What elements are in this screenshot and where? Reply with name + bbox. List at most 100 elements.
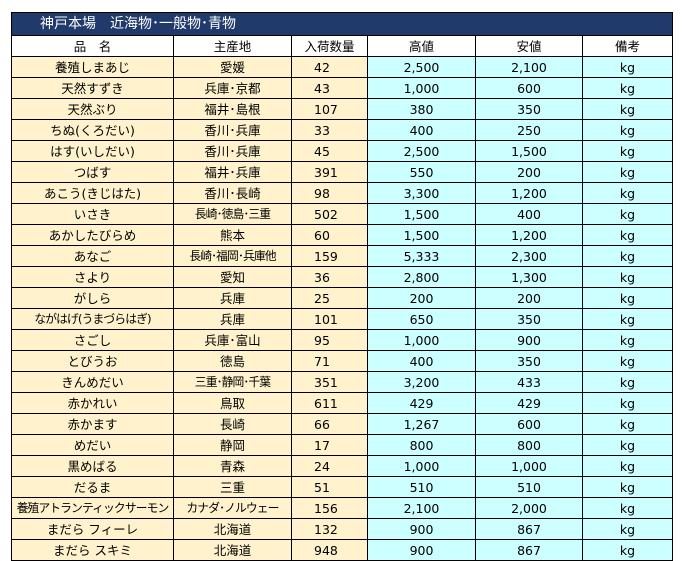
low-price-cell: 350	[475, 98, 583, 120]
origin-cell: 愛媛	[173, 56, 292, 78]
fish-name-cell: まだら フィーレ	[11, 518, 174, 540]
unit-cell: kg	[581, 140, 674, 162]
quantity-cell: 159	[291, 245, 368, 267]
low-price-cell: 400	[475, 203, 583, 225]
unit-cell: kg	[581, 308, 674, 330]
origin-cell: 長崎	[173, 413, 292, 435]
quantity-cell: 948	[291, 539, 368, 561]
unit-cell: kg	[581, 287, 674, 309]
table-row: あなご 長崎･福岡･兵庫他 159 5,333 2,300 kg	[11, 245, 674, 267]
high-price-cell: 1,000	[367, 455, 476, 477]
origin-cell: 兵庫	[173, 287, 292, 309]
fish-name-cell: 黒めばる	[11, 455, 174, 477]
unit-cell: kg	[581, 245, 674, 267]
unit-cell: kg	[581, 56, 674, 78]
unit-cell: kg	[581, 476, 674, 498]
origin-cell: カナダ･ノルウェー	[173, 497, 292, 519]
fish-name-cell: がしら	[11, 287, 174, 309]
table-row: まだら スキミ 北海道 948 900 867 kg	[11, 539, 674, 561]
low-price-cell: 200	[475, 161, 583, 183]
fish-name-cell: 天然すずき	[11, 77, 174, 99]
unit-cell: kg	[581, 98, 674, 120]
fish-name-cell: さごし	[11, 329, 174, 351]
origin-cell: 兵庫･富山	[173, 329, 292, 351]
unit-cell: kg	[581, 455, 674, 477]
origin-cell: 福井･兵庫	[173, 161, 292, 183]
table-row: 赤かれい 鳥取 611 429 429 kg	[11, 392, 674, 414]
table-row: あこう(きじはた) 香川･長崎 98 3,300 1,200 kg	[11, 182, 674, 204]
header-name: 品 名	[11, 35, 174, 57]
origin-cell: 青森	[173, 455, 292, 477]
high-price-cell: 200	[367, 287, 476, 309]
unit-cell: kg	[581, 329, 674, 351]
unit-cell: kg	[581, 371, 674, 393]
high-price-cell: 1,000	[367, 77, 476, 99]
low-price-cell: 350	[475, 308, 583, 330]
high-price-cell: 1,500	[367, 224, 476, 246]
low-price-cell: 1,300	[475, 266, 583, 288]
table-row: さより 愛知 36 2,800 1,300 kg	[11, 266, 674, 288]
high-price-cell: 5,333	[367, 245, 476, 267]
quantity-cell: 36	[291, 266, 368, 288]
quantity-cell: 611	[291, 392, 368, 414]
origin-cell: 熊本	[173, 224, 292, 246]
quantity-cell: 351	[291, 371, 368, 393]
low-price-cell: 600	[475, 77, 583, 99]
low-price-cell: 433	[475, 371, 583, 393]
quantity-cell: 71	[291, 350, 368, 372]
table-row: がしら 兵庫 25 200 200 kg	[11, 287, 674, 309]
fish-name-cell: つばす	[11, 161, 174, 183]
unit-cell: kg	[581, 539, 674, 561]
origin-cell: 三重	[173, 476, 292, 498]
table-row: はす(いしだい) 香川･兵庫 45 2,500 1,500 kg	[11, 140, 674, 162]
unit-cell: kg	[581, 77, 674, 99]
low-price-cell: 600	[475, 413, 583, 435]
quantity-cell: 98	[291, 182, 368, 204]
fish-name-cell: はす(いしだい)	[11, 140, 174, 162]
low-price-cell: 867	[475, 518, 583, 540]
high-price-cell: 650	[367, 308, 476, 330]
origin-cell: 香川･長崎	[173, 182, 292, 204]
origin-cell: 長崎･徳島･三重	[173, 203, 292, 225]
high-price-cell: 3,200	[367, 371, 476, 393]
high-price-cell: 2,500	[367, 140, 476, 162]
table-row: 養殖アトランティックサーモン カナダ･ノルウェー 156 2,100 2,000 kg	[11, 497, 674, 519]
table-row: ちぬ(くろだい) 香川･兵庫 33 400 250 kg	[11, 119, 674, 141]
origin-cell: 兵庫･京都	[173, 77, 292, 99]
table-row: 養殖しまあじ 愛媛 42 2,500 2,100 kg	[11, 56, 674, 78]
high-price-cell: 3,300	[367, 182, 476, 204]
origin-cell: 福井･島根	[173, 98, 292, 120]
quantity-cell: 45	[291, 140, 368, 162]
fish-name-cell: いさき	[11, 203, 174, 225]
quantity-cell: 156	[291, 497, 368, 519]
fish-name-cell: ちぬ(くろだい)	[11, 119, 174, 141]
unit-cell: kg	[581, 518, 674, 540]
high-price-cell: 1,500	[367, 203, 476, 225]
high-price-cell: 1,000	[367, 329, 476, 351]
high-price-cell: 380	[367, 98, 476, 120]
low-price-cell: 1,200	[475, 224, 583, 246]
low-price-cell: 1,200	[475, 182, 583, 204]
low-price-cell: 350	[475, 350, 583, 372]
fish-name-cell: 赤かます	[11, 413, 174, 435]
origin-cell: 北海道	[173, 539, 292, 561]
fish-name-cell: まだら スキミ	[11, 539, 174, 561]
origin-cell: 徳島	[173, 350, 292, 372]
high-price-cell: 510	[367, 476, 476, 498]
market-price-table: 神戸本場 近海物･一般物･青物 品 名 主産地 入荷数量 高値 安値 備考 養殖…	[10, 12, 674, 561]
origin-cell: 長崎･福岡･兵庫他	[173, 245, 292, 267]
high-price-cell: 429	[367, 392, 476, 414]
low-price-cell: 2,000	[475, 497, 583, 519]
high-price-cell: 2,100	[367, 497, 476, 519]
unit-cell: kg	[581, 350, 674, 372]
high-price-cell: 1,267	[367, 413, 476, 435]
fish-name-cell: あかしたびらめ	[11, 224, 174, 246]
fish-name-cell: 赤かれい	[11, 392, 174, 414]
table-row: きんめだい 三重･静岡･千葉 351 3,200 433 kg	[11, 371, 674, 393]
high-price-cell: 400	[367, 350, 476, 372]
fish-name-cell: さより	[11, 266, 174, 288]
unit-cell: kg	[581, 434, 674, 456]
fish-name-cell: あなご	[11, 245, 174, 267]
fish-name-cell: めだい	[11, 434, 174, 456]
quantity-cell: 25	[291, 287, 368, 309]
